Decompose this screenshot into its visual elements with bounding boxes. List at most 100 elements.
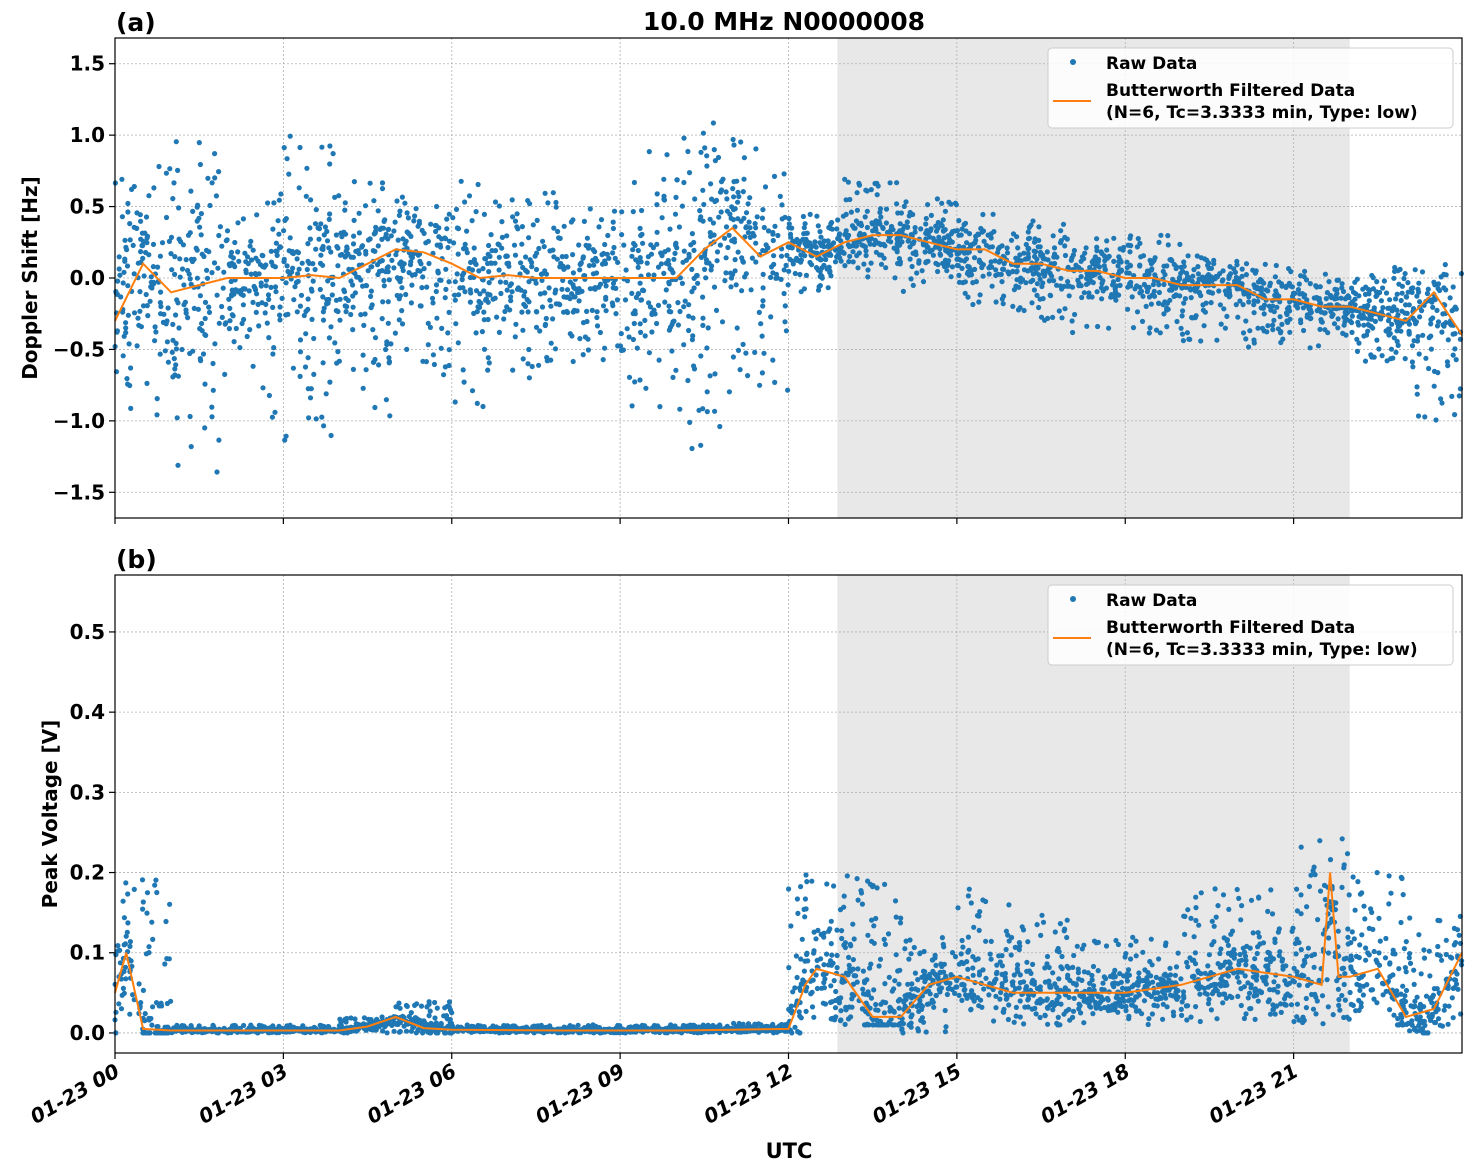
raw-point	[421, 266, 427, 272]
raw-point	[1278, 1001, 1284, 1007]
raw-point	[162, 961, 168, 967]
raw-point	[831, 883, 837, 889]
raw-point	[246, 288, 252, 294]
raw-point	[1395, 342, 1401, 348]
raw-point	[248, 271, 254, 277]
raw-point	[1349, 285, 1355, 291]
raw-point	[942, 227, 948, 233]
raw-point	[216, 232, 222, 239]
raw-point	[359, 244, 365, 250]
raw-point	[1278, 281, 1285, 287]
raw-point	[731, 142, 737, 148]
raw-point	[247, 243, 253, 249]
raw-point	[1058, 275, 1064, 281]
raw-point	[970, 972, 976, 978]
raw-point	[933, 992, 939, 999]
raw-point	[117, 960, 123, 966]
raw-point	[1023, 280, 1029, 286]
raw-point	[175, 300, 181, 306]
raw-point	[1443, 287, 1449, 293]
raw-point	[739, 288, 745, 294]
raw-point	[444, 226, 450, 232]
raw-point	[138, 1000, 144, 1006]
raw-point	[1171, 293, 1177, 299]
raw-point	[837, 907, 844, 913]
raw-point	[597, 329, 604, 336]
raw-point	[459, 272, 465, 278]
raw-point	[723, 255, 729, 261]
raw-point	[1284, 311, 1290, 318]
raw-point	[797, 239, 803, 245]
raw-point	[1416, 351, 1422, 357]
raw-point	[802, 241, 808, 247]
raw-point	[315, 225, 321, 231]
raw-point	[897, 228, 903, 234]
raw-point	[575, 1022, 581, 1028]
raw-point	[878, 261, 885, 267]
raw-point	[513, 321, 519, 327]
raw-point	[123, 330, 129, 336]
raw-point	[719, 319, 726, 325]
raw-point	[391, 1028, 397, 1034]
raw-point	[396, 212, 402, 218]
raw-point	[834, 965, 840, 971]
raw-point	[1349, 329, 1355, 335]
raw-point	[873, 1007, 879, 1013]
raw-point	[527, 257, 533, 263]
raw-point	[1160, 302, 1166, 308]
raw-point	[1356, 955, 1362, 961]
raw-point	[1180, 989, 1187, 995]
raw-point	[158, 311, 164, 317]
raw-point	[671, 256, 677, 262]
raw-point	[988, 235, 994, 241]
raw-point	[1215, 903, 1221, 909]
raw-point	[1182, 279, 1188, 285]
raw-point	[753, 146, 759, 152]
legend-label-raw: Raw Data	[1106, 54, 1197, 74]
raw-point	[1171, 1013, 1177, 1019]
raw-point	[432, 1015, 438, 1021]
raw-point	[827, 268, 833, 274]
raw-point	[635, 247, 641, 254]
raw-point	[1425, 286, 1431, 292]
raw-point	[547, 297, 553, 303]
raw-point	[689, 266, 695, 272]
raw-point	[1062, 234, 1068, 240]
raw-point	[772, 223, 778, 229]
raw-point	[116, 254, 122, 260]
raw-point	[1270, 303, 1276, 309]
raw-point	[640, 240, 646, 246]
raw-point	[1295, 305, 1301, 311]
raw-point	[1445, 1021, 1451, 1027]
raw-point	[183, 307, 189, 313]
raw-point	[876, 963, 882, 969]
legend-label-filtered: Butterworth Filtered Data	[1106, 81, 1355, 101]
raw-point	[1185, 964, 1191, 970]
raw-point	[262, 310, 268, 316]
raw-point	[1088, 1004, 1094, 1010]
raw-point	[263, 301, 269, 307]
raw-point	[1062, 252, 1069, 259]
raw-point	[452, 279, 458, 285]
raw-point	[351, 217, 357, 223]
raw-point	[424, 284, 430, 290]
raw-point	[534, 217, 540, 223]
raw-point	[761, 224, 767, 231]
raw-point	[1271, 317, 1277, 323]
raw-point	[722, 235, 728, 241]
raw-point	[1379, 353, 1385, 359]
raw-point	[121, 269, 127, 275]
raw-point	[897, 920, 904, 926]
raw-point	[871, 241, 877, 248]
raw-point	[404, 346, 410, 352]
raw-point	[1420, 1030, 1426, 1036]
raw-point	[825, 285, 831, 291]
raw-point	[382, 217, 388, 223]
raw-point	[896, 1005, 902, 1011]
raw-point	[1331, 321, 1338, 327]
raw-point	[240, 292, 246, 298]
raw-point	[258, 283, 264, 289]
raw-point	[894, 201, 900, 207]
raw-point	[818, 257, 824, 263]
raw-point	[1021, 979, 1027, 985]
